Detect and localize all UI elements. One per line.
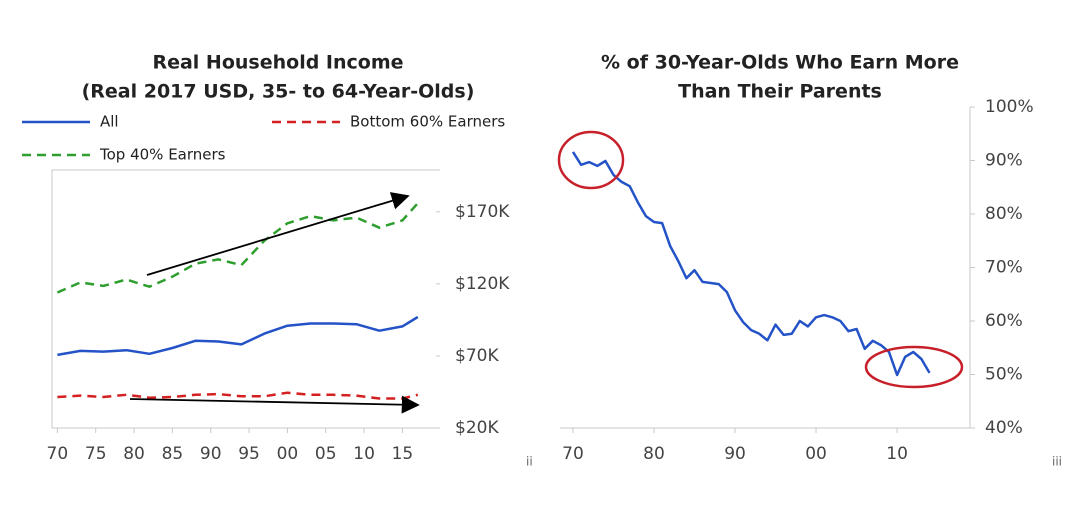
chart-title: (Real 2017 USD, 35- to 64-Year-Olds)	[82, 81, 475, 103]
series-line	[57, 391, 419, 400]
chart-title: % of 30-Year-Olds Who Earn More	[601, 52, 959, 74]
x-tick-label: 80	[643, 444, 665, 464]
y-tick-label: 50%	[985, 365, 1023, 385]
legend-label: Top 40% Earners	[99, 146, 226, 164]
x-tick-label: 10	[886, 444, 908, 464]
series-line	[56, 202, 419, 294]
footnote: iii	[1052, 455, 1062, 469]
y-tick-label: 40%	[985, 418, 1023, 438]
x-tick-label: 10	[353, 444, 375, 464]
x-tick-label: 15	[392, 444, 414, 464]
legend-label: Bottom 60% Earners	[350, 113, 505, 131]
series-line	[571, 151, 931, 377]
y-tick-label: $70K	[455, 346, 499, 366]
highlight-circle	[557, 130, 625, 190]
series-line	[57, 315, 419, 357]
plot-frame	[51, 169, 440, 429]
x-tick-label: 05	[315, 444, 337, 464]
y-tick-label: 100%	[985, 97, 1034, 117]
x-tick-label: 70	[562, 444, 584, 464]
footnote: ii	[526, 455, 533, 469]
legend-label: All	[100, 113, 119, 131]
chart-title: Than Their Parents	[678, 81, 882, 103]
highlight-circle	[864, 345, 964, 389]
x-tick-label: 85	[162, 444, 184, 464]
x-tick-label: 90	[724, 444, 746, 464]
x-tick-label: 90	[200, 444, 222, 464]
y-tick-label: $120K	[455, 274, 510, 294]
x-tick-label: 00	[277, 444, 299, 464]
x-tick-label: 75	[85, 444, 107, 464]
y-tick-label: 60%	[985, 311, 1023, 331]
x-tick-label: 95	[238, 444, 260, 464]
x-tick-label: 00	[805, 444, 827, 464]
chart-title: Real Household Income	[152, 52, 403, 74]
y-tick-label: $170K	[455, 202, 510, 222]
y-tick-label: 90%	[985, 151, 1023, 171]
x-tick-label: 70	[47, 444, 69, 464]
y-tick-label: 80%	[985, 204, 1023, 224]
trend-arrow	[146, 192, 410, 276]
y-tick-label: 70%	[985, 258, 1023, 278]
x-tick-label: 80	[123, 444, 145, 464]
trend-arrow	[129, 395, 420, 414]
y-tick-label: $20K	[455, 418, 499, 438]
